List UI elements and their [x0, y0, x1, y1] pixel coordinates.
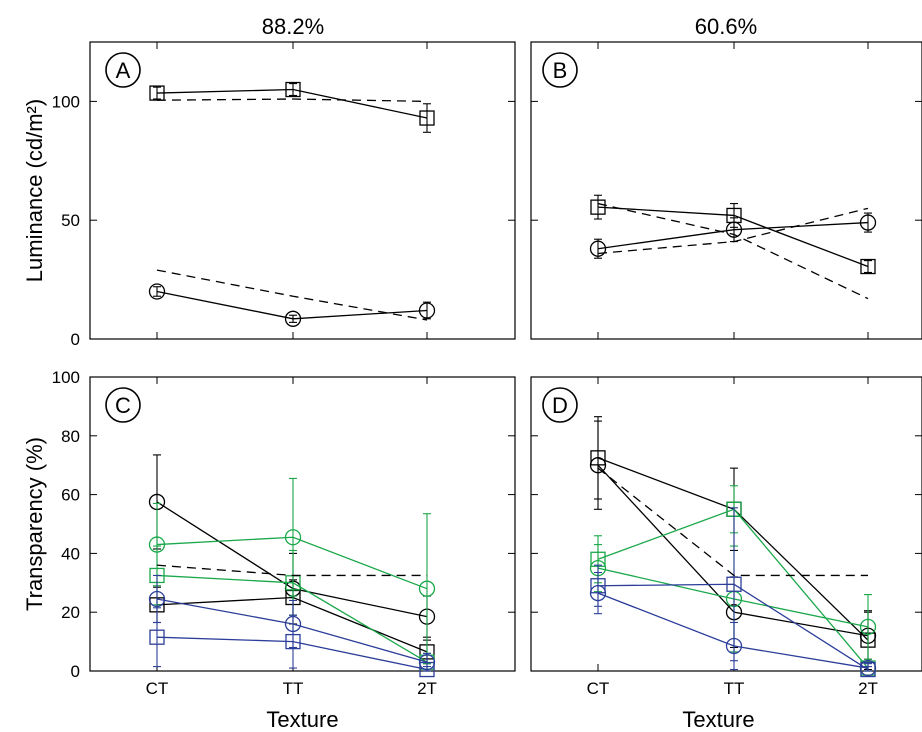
panel-badge-circle: [105, 52, 141, 88]
series-3: [589, 212, 877, 259]
data-point-square: [285, 633, 301, 650]
series-line: [156, 636, 428, 671]
data-point-square: [860, 258, 876, 275]
y-tick-label: 80: [61, 427, 80, 446]
data-point-square: [590, 450, 606, 466]
data-point-square: [590, 578, 606, 594]
data-point-circle: [859, 618, 877, 636]
y-tick-label: 20: [61, 603, 80, 622]
panel-badge-label: B: [553, 58, 568, 83]
series-6: [149, 607, 435, 678]
y-tick-label: 50: [61, 211, 80, 230]
dashed-line: [156, 564, 427, 577]
data-point-circle: [284, 310, 302, 327]
y-tick-label: 0: [71, 330, 80, 349]
data-point-circle: [284, 529, 302, 546]
dashed-line: [156, 98, 428, 103]
series-3: [589, 544, 877, 660]
series-1: [148, 454, 436, 638]
panel-c: 0 20 40 60 80 100 CT TT 2T Texture Transparency (%…: [22, 368, 516, 732]
series-7: [156, 564, 427, 577]
series-4: [597, 207, 869, 255]
panel-a: 0 50 100 88.2% Luminance (cd/m²) A: [22, 14, 516, 349]
y-tick-label: 0: [71, 662, 80, 681]
data-point-square: [590, 199, 606, 215]
data-point-circle: [148, 283, 166, 300]
series-1: [589, 420, 877, 660]
y-axis-label: Luminance (cd/m²): [22, 99, 47, 282]
series-line: [156, 88, 428, 119]
x-tick-label: 2T: [417, 679, 437, 698]
panel-badge-label: C: [115, 393, 131, 418]
series-6: [590, 507, 876, 678]
series-line: [597, 583, 869, 671]
dashed-line: [597, 467, 868, 577]
x-tick-label: CT: [146, 679, 169, 698]
panel-badge-label: A: [116, 58, 131, 83]
data-point-square: [726, 576, 742, 592]
series-line: [597, 457, 869, 641]
series-7: [597, 467, 868, 577]
data-point-circle: [418, 302, 436, 319]
data-point-circle: [859, 214, 877, 231]
y-tick-label: 60: [61, 486, 80, 505]
data-point-square: [419, 110, 435, 126]
x-tick-label: TT: [724, 679, 745, 698]
data-point-circle: [148, 590, 166, 608]
series-3: [148, 283, 436, 327]
axes-frame: [89, 376, 516, 672]
x-tick-label: TT: [283, 679, 304, 698]
data-point-circle: [725, 221, 743, 238]
panel-badge-circle: [542, 387, 578, 423]
series-line: [597, 221, 869, 250]
axes-frame: [530, 41, 922, 340]
data-point-square: [149, 629, 165, 645]
axes-frame: [89, 41, 516, 340]
panel-d: CT TT 2T Texture D: [530, 376, 922, 732]
series-line: [156, 596, 428, 653]
dashed-line: [156, 269, 428, 321]
y-tick-label: 40: [61, 544, 80, 563]
data-point-circle: [418, 580, 436, 597]
data-point-circle: [589, 240, 607, 257]
series-1: [149, 81, 435, 133]
panel-badge-label: D: [552, 393, 568, 418]
data-point-square: [285, 81, 301, 98]
data-point-square: [419, 661, 435, 678]
series-2: [590, 416, 876, 671]
x-tick-label: 2T: [858, 679, 878, 698]
series-2: [149, 579, 435, 665]
dashed-line: [597, 207, 869, 255]
panel-title: 60.6%: [695, 14, 757, 39]
data-point-square: [860, 661, 876, 678]
panel-title: 88.2%: [262, 14, 324, 39]
x-axis-label: Texture: [266, 707, 338, 732]
x-tick-label: CT: [587, 679, 610, 698]
axes-frame: [530, 376, 922, 672]
y-axis-label: Transparency (%): [22, 437, 47, 611]
x-axis-label: Texture: [682, 707, 754, 732]
series-4: [156, 269, 428, 321]
panel-badge-circle: [105, 387, 141, 423]
series-line: [156, 501, 428, 618]
series-2: [156, 98, 428, 103]
y-tick-label: 100: [52, 368, 80, 387]
series-5: [589, 571, 877, 677]
panel-b: 60.6% B: [530, 14, 922, 340]
panel-badge-circle: [542, 52, 578, 88]
series-3: [148, 477, 436, 665]
y-tick-label: 100: [52, 92, 80, 111]
